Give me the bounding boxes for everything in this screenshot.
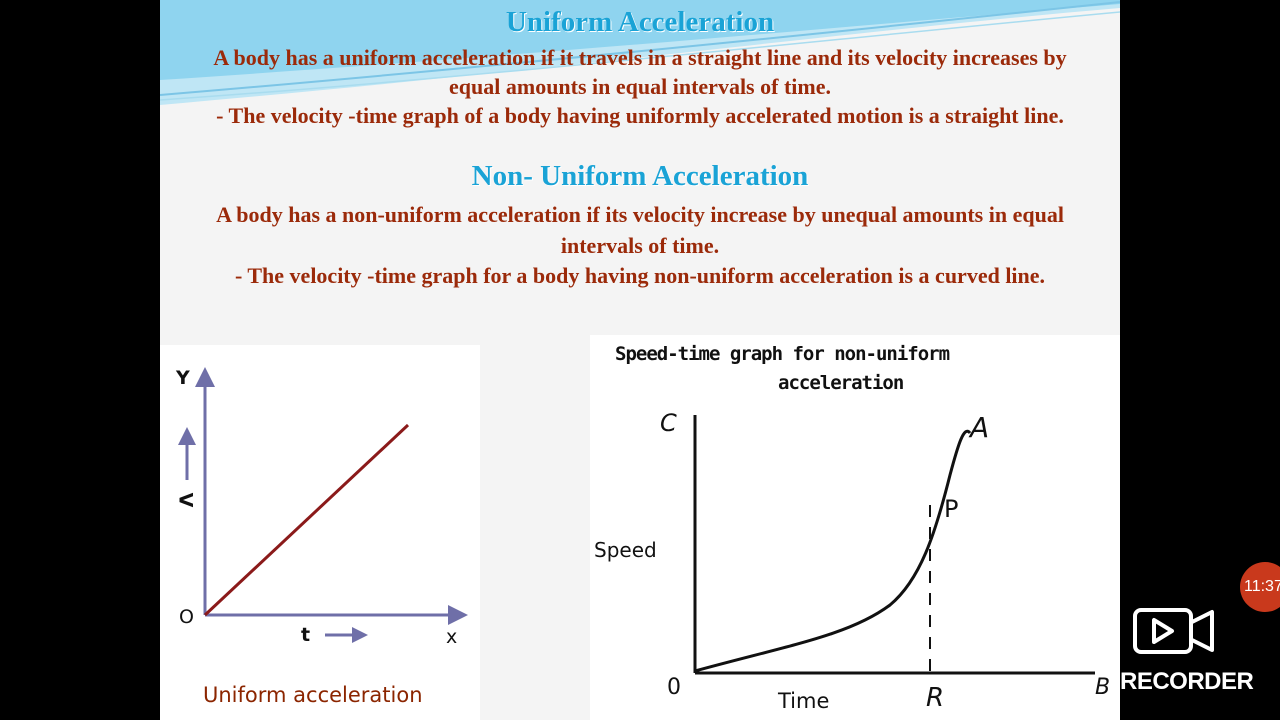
- video-camera-icon: [1133, 608, 1214, 654]
- uniform-graph-caption: Uniform acceleration: [203, 683, 423, 707]
- v-arrow: [178, 427, 196, 480]
- c-label: C: [660, 409, 677, 437]
- uniform-acceleration-title: Uniform Acceleration: [505, 6, 775, 38]
- uniform-graph-svg: [178, 367, 468, 643]
- graph-title-line2: acceleration: [778, 372, 904, 394]
- b-label: B: [1095, 675, 1111, 700]
- time-axis-label: Time: [778, 689, 830, 713]
- speed-curve: [694, 429, 972, 673]
- speed-axis-label: Speed: [594, 538, 657, 562]
- non-uniform-graph-svg: [693, 415, 1095, 675]
- uniform-graph-text: - The velocity -time graph of a body hav…: [216, 103, 1064, 128]
- non-uniform-graph-text: - The velocity -time graph for a body ha…: [234, 263, 1046, 288]
- graph-title-line1: Speed-time graph for non-uniform: [615, 343, 950, 365]
- a-label: A: [970, 411, 990, 444]
- non-uniform-definition-text: A body has a non-uniform acceleration if…: [216, 202, 1064, 258]
- y-axis: [195, 367, 215, 615]
- x-axis: [205, 605, 468, 625]
- p-label: P: [944, 495, 959, 523]
- uniform-definition-text: A body has a uniform acceleration if it …: [213, 45, 1067, 99]
- y-axis-label: Y: [176, 367, 190, 389]
- v-label: V: [174, 492, 197, 508]
- non-uniform-acceleration-title: Non- Uniform Acceleration: [471, 160, 809, 192]
- t-label: t: [301, 624, 311, 646]
- recording-timer-badge[interactable]: 11:37: [1240, 562, 1280, 612]
- non-uniform-acceleration-graph: Speed-time graph for non-uniform acceler…: [590, 335, 1120, 720]
- origin-label: O: [179, 606, 194, 628]
- t-arrow: [325, 627, 368, 643]
- uniform-acceleration-graph: Y V O t x Uniform acceleration: [160, 345, 480, 720]
- origin-zero-label: 0: [667, 675, 681, 700]
- x-axis-label: x: [446, 626, 458, 648]
- slide: Uniform Acceleration A body has a unifor…: [160, 0, 1120, 720]
- decorative-swoosh: [160, 0, 1120, 105]
- r-label: R: [926, 683, 945, 713]
- velocity-line: [203, 423, 410, 617]
- recorder-watermark: RECORDER: [1120, 668, 1254, 695]
